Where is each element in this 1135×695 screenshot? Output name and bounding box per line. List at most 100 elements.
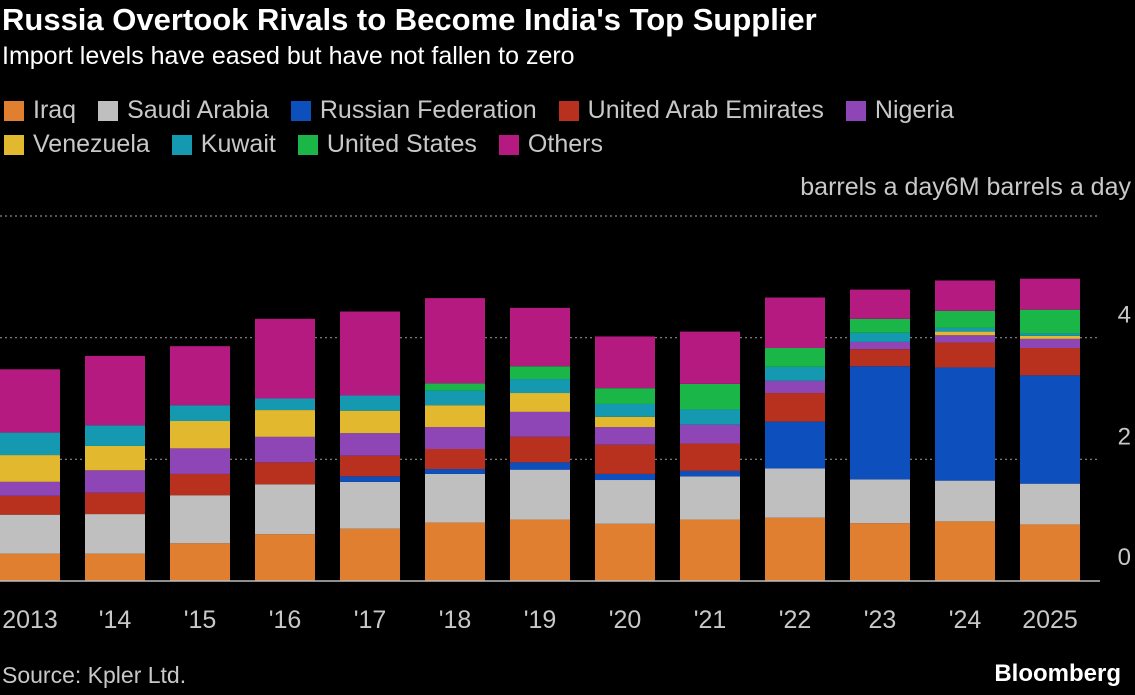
unit-label: barrels a day bbox=[800, 173, 945, 201]
bar-venezuela-18 bbox=[425, 405, 485, 428]
legend-label-venezuela: Venezuela bbox=[33, 130, 150, 158]
legend-item-venezuela: Venezuela bbox=[4, 130, 150, 159]
bar-united-states-21 bbox=[680, 383, 740, 410]
bar-iraq-18 bbox=[425, 522, 485, 581]
bar-united-arab-emirates-24 bbox=[935, 342, 995, 368]
bar-saudi-arabia-21 bbox=[680, 476, 740, 520]
bar-iraq-15 bbox=[170, 543, 230, 581]
legend-label-russian-federation: Russian Federation bbox=[319, 96, 537, 124]
bar-united-states-2025 bbox=[1020, 309, 1080, 334]
bar-united-arab-emirates-16 bbox=[255, 462, 315, 485]
legend-swatch-venezuela bbox=[4, 134, 24, 155]
bar-others-19 bbox=[510, 307, 570, 367]
bar-russian-federation-19 bbox=[510, 462, 570, 470]
legend-row-2: Venezuela Kuwait United States Others bbox=[4, 130, 625, 159]
bar-united-arab-emirates-17 bbox=[340, 455, 400, 477]
bar-venezuela-20 bbox=[595, 416, 655, 428]
bar-iraq-22 bbox=[765, 517, 825, 581]
legend-item-saudi-arabia: Saudi Arabia bbox=[98, 96, 269, 125]
bar-kuwait-20 bbox=[595, 403, 655, 417]
bar-nigeria-22 bbox=[765, 380, 825, 394]
bar-venezuela-2025 bbox=[1020, 335, 1080, 339]
bar-united-states-20 bbox=[595, 388, 655, 404]
bar-venezuela-14 bbox=[85, 445, 145, 471]
bar-others-20 bbox=[595, 336, 655, 389]
bar-iraq-21 bbox=[680, 519, 740, 581]
bar-venezuela-15 bbox=[170, 421, 230, 449]
bar-saudi-arabia-22 bbox=[765, 468, 825, 518]
x-tick-label-14: '14 bbox=[99, 606, 132, 634]
bar-iraq-17 bbox=[340, 528, 400, 581]
legend-swatch-russian-federation bbox=[290, 100, 311, 121]
bar-saudi-arabia-2013 bbox=[0, 514, 60, 554]
bar-kuwait-22 bbox=[765, 366, 825, 381]
bar-united-states-18 bbox=[425, 383, 485, 391]
bar-venezuela-16 bbox=[255, 410, 315, 437]
legend-swatch-united-states bbox=[297, 134, 318, 155]
legend-item-russian-federation: Russian Federation bbox=[290, 96, 537, 125]
bar-kuwait-2025 bbox=[1020, 333, 1080, 336]
bar-iraq-2013 bbox=[0, 553, 60, 581]
legend-label-kuwait: Kuwait bbox=[200, 130, 276, 158]
bar-iraq-19 bbox=[510, 519, 570, 581]
x-tick-label-2025: 2025 bbox=[1022, 606, 1078, 634]
bar-nigeria-2013 bbox=[0, 481, 60, 496]
bar-saudi-arabia-18 bbox=[425, 473, 485, 523]
legend-label-saudi-arabia: Saudi Arabia bbox=[127, 96, 269, 124]
bar-united-arab-emirates-14 bbox=[85, 492, 145, 515]
bar-kuwait-21 bbox=[680, 409, 740, 425]
bar-nigeria-21 bbox=[680, 424, 740, 444]
y-tick-label-4: 4 bbox=[1118, 302, 1131, 329]
bar-kuwait-23 bbox=[850, 332, 910, 342]
legend-label-united-arab-emirates: United Arab Emirates bbox=[587, 96, 824, 124]
bar-nigeria-15 bbox=[170, 448, 230, 474]
bar-others-17 bbox=[340, 311, 400, 396]
bar-united-states-19 bbox=[510, 366, 570, 380]
bar-kuwait-14 bbox=[85, 425, 145, 446]
bar-saudi-arabia-14 bbox=[85, 514, 145, 554]
bar-nigeria-17 bbox=[340, 433, 400, 456]
legend-swatch-iraq bbox=[4, 100, 24, 121]
bar-iraq-23 bbox=[850, 523, 910, 581]
bar-nigeria-24 bbox=[935, 335, 995, 343]
bar-iraq-24 bbox=[935, 521, 995, 581]
x-tick-label-24: '24 bbox=[949, 606, 982, 634]
bar-united-arab-emirates-23 bbox=[850, 349, 910, 367]
bar-venezuela-24 bbox=[935, 331, 995, 336]
bar-venezuela-2013 bbox=[0, 455, 60, 482]
y-tick-label-2: 2 bbox=[1118, 423, 1131, 450]
chart-title: Russia Overtook Rivals to Become India's… bbox=[2, 2, 817, 37]
bar-russian-federation-18 bbox=[425, 469, 485, 474]
bar-others-21 bbox=[680, 331, 740, 384]
bar-iraq-14 bbox=[85, 553, 145, 581]
legend-item-united-states: United States bbox=[297, 130, 477, 159]
bar-others-2025 bbox=[1020, 278, 1080, 310]
bar-others-14 bbox=[85, 355, 145, 426]
legend-label-nigeria: Nigeria bbox=[874, 96, 955, 124]
bar-united-arab-emirates-20 bbox=[595, 444, 655, 474]
bar-saudi-arabia-24 bbox=[935, 480, 995, 522]
legend-swatch-saudi-arabia bbox=[98, 100, 119, 121]
x-tick-label-21: '21 bbox=[694, 606, 727, 634]
bar-iraq-20 bbox=[595, 523, 655, 581]
bloomberg-logo: Bloomberg bbox=[994, 660, 1121, 687]
bar-others-22 bbox=[765, 297, 825, 349]
legend-row-1: Iraq Saudi Arabia Russian Federation Uni… bbox=[4, 96, 976, 125]
bar-russian-federation-20 bbox=[595, 473, 655, 481]
bar-united-states-23 bbox=[850, 318, 910, 333]
x-tick-label-22: '22 bbox=[779, 606, 812, 634]
legend-item-nigeria: Nigeria bbox=[845, 96, 955, 125]
bar-russian-federation-2025 bbox=[1020, 375, 1080, 484]
bar-nigeria-2025 bbox=[1020, 338, 1080, 349]
bar-kuwait-19 bbox=[510, 379, 570, 394]
legend-swatch-others bbox=[498, 134, 519, 155]
bar-united-arab-emirates-18 bbox=[425, 448, 485, 470]
bar-nigeria-23 bbox=[850, 341, 910, 350]
bar-saudi-arabia-23 bbox=[850, 479, 910, 524]
bar-saudi-arabia-2025 bbox=[1020, 483, 1080, 525]
bar-united-arab-emirates-21 bbox=[680, 443, 740, 471]
x-tick-label-19: '19 bbox=[524, 606, 557, 634]
bar-russian-federation-17 bbox=[340, 476, 400, 482]
bar-iraq-16 bbox=[255, 534, 315, 581]
bar-iraq-2025 bbox=[1020, 524, 1080, 581]
